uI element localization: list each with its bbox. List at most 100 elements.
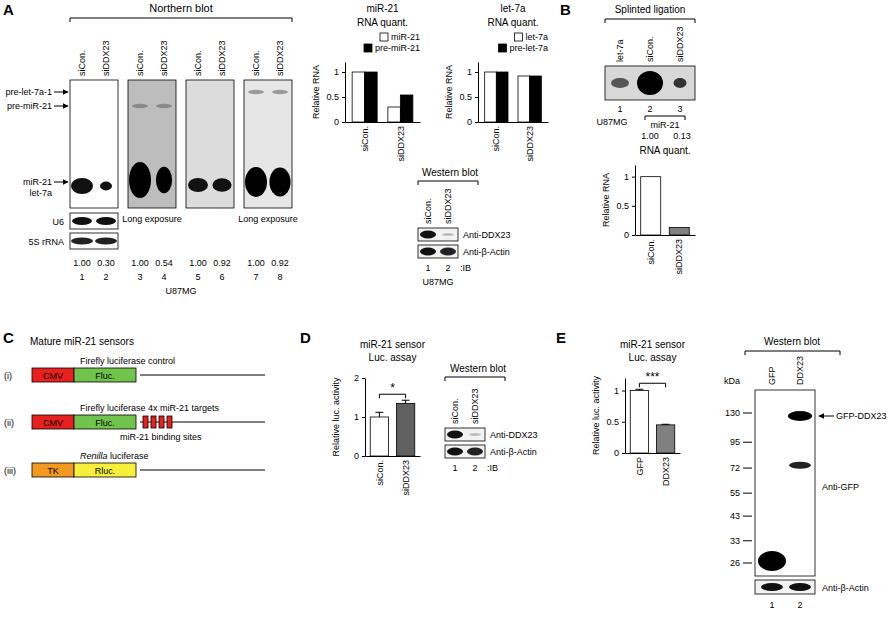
- lane-label: siCon.: [135, 50, 145, 76]
- lane-number: 5: [195, 272, 200, 282]
- band: [674, 78, 687, 88]
- band: [269, 168, 290, 197]
- arrow: [54, 92, 68, 93]
- x-axis-line: [346, 122, 421, 123]
- band: [447, 448, 463, 456]
- tick-mark: [342, 122, 345, 123]
- x-tick: siCon.: [360, 126, 370, 152]
- blot-panel: [186, 80, 234, 208]
- construct-description: Renilla luciferase: [80, 451, 149, 461]
- bar: [630, 391, 648, 454]
- y-tick: 2: [354, 373, 365, 383]
- bracket: [70, 18, 292, 22]
- legend-item: let-7a: [514, 32, 548, 42]
- marker-label: 72: [730, 463, 740, 473]
- tick-mark: [632, 177, 635, 178]
- lane-label: siCon.: [77, 50, 87, 76]
- bar: [370, 417, 388, 456]
- promoter-label: CMV: [43, 418, 63, 428]
- promoter-box: [32, 415, 74, 429]
- marker-label: 130: [725, 408, 740, 418]
- marker-tick: [743, 493, 752, 494]
- x-tick: siCon.: [646, 239, 656, 265]
- blot-title: Northern blot: [149, 2, 213, 14]
- tick-mark: [342, 72, 345, 73]
- backbone: [140, 470, 265, 471]
- y-axis-title: Relative luc. activity: [591, 375, 601, 455]
- reporter-box: [74, 463, 136, 477]
- blot-panel: [755, 390, 815, 576]
- figure: ABCDENorthern blotsiCon.siDDX23siCon.siD…: [0, 0, 894, 620]
- tick-label: 1: [354, 412, 359, 422]
- marker-tick: [743, 442, 752, 443]
- tick-label: 1: [334, 67, 339, 77]
- x-tick: siDDX23: [396, 126, 406, 162]
- marker-tick: [743, 413, 752, 414]
- y-tick: 0: [624, 230, 635, 240]
- bracket: [745, 351, 840, 355]
- arrow-label: GFP-DDX23: [836, 411, 887, 421]
- tick-mark: [475, 122, 478, 123]
- lane-number: 1: [79, 272, 84, 282]
- y-axis-line: [625, 379, 626, 454]
- y-tick: 1: [624, 172, 635, 182]
- band: [248, 90, 264, 94]
- panel-label: C: [3, 329, 14, 346]
- lane-label: siDDX23: [275, 40, 285, 76]
- lane-number: 6: [219, 272, 224, 282]
- arrow: [819, 416, 834, 417]
- x-tick: DDX23: [661, 457, 671, 486]
- band: [758, 551, 786, 571]
- blot-title: Splinted ligation: [615, 4, 686, 15]
- x-axis-line: [626, 453, 681, 454]
- construct-description: Firefly luciferase control: [80, 356, 175, 366]
- lane-label: siDDX23: [101, 40, 111, 76]
- tick-label: siDDX23: [525, 126, 535, 162]
- band: [245, 167, 267, 197]
- blot-panel: [418, 228, 458, 241]
- antibody-label: Anti-β-Actin: [463, 247, 510, 257]
- lane-number: 1: [452, 463, 457, 473]
- band: [71, 238, 93, 245]
- legend-item: miR-21: [380, 32, 420, 42]
- legend-label: pre-let-7a: [509, 43, 548, 53]
- lane-label: siCon.: [193, 50, 203, 76]
- panel-label: B: [560, 1, 571, 18]
- x-tick: siDDX23: [525, 126, 535, 162]
- band: [212, 178, 231, 191]
- tick-label: 2: [354, 373, 359, 383]
- bracket: [445, 377, 505, 381]
- x-axis: GFP DDX23: [626, 454, 681, 487]
- bracket: [418, 181, 478, 185]
- tick-mark: [362, 456, 365, 457]
- binding-site: [151, 416, 156, 428]
- construct: (ii)CMVFluc.Firefly luciferase 4x miR-21…: [4, 403, 265, 442]
- construct-index: (i): [4, 371, 12, 381]
- y-tick: 1: [334, 67, 345, 77]
- y-axis-title: Relative luc. activity: [331, 377, 341, 457]
- band: [95, 238, 117, 245]
- error-bar: [375, 412, 383, 417]
- tick-label: 0: [354, 451, 359, 461]
- plot-marks: [352, 72, 413, 122]
- quant-label: 0.54: [155, 258, 173, 268]
- bar: [352, 72, 365, 122]
- tick-label: GFP: [635, 457, 645, 476]
- unit-label: kDa: [724, 376, 740, 386]
- quant-label: 0.13: [673, 131, 691, 141]
- reporter-box: [74, 415, 136, 429]
- lane-label: siDDX23: [675, 26, 685, 62]
- bar: [530, 76, 542, 122]
- tick-mark: [622, 391, 625, 392]
- error-bar-cap: [662, 424, 670, 425]
- y-tick: 1: [354, 412, 365, 422]
- error-bar: [402, 400, 410, 403]
- lane-label: siDDX23: [470, 388, 480, 424]
- x-tick: siCon.: [375, 460, 385, 486]
- bar: [496, 72, 508, 122]
- blot-panel: [244, 80, 292, 208]
- significance: ***: [645, 370, 659, 384]
- tick-mark: [475, 72, 478, 73]
- antibody-label: Anti-GFP: [822, 482, 859, 492]
- error-bar-cap: [635, 389, 643, 390]
